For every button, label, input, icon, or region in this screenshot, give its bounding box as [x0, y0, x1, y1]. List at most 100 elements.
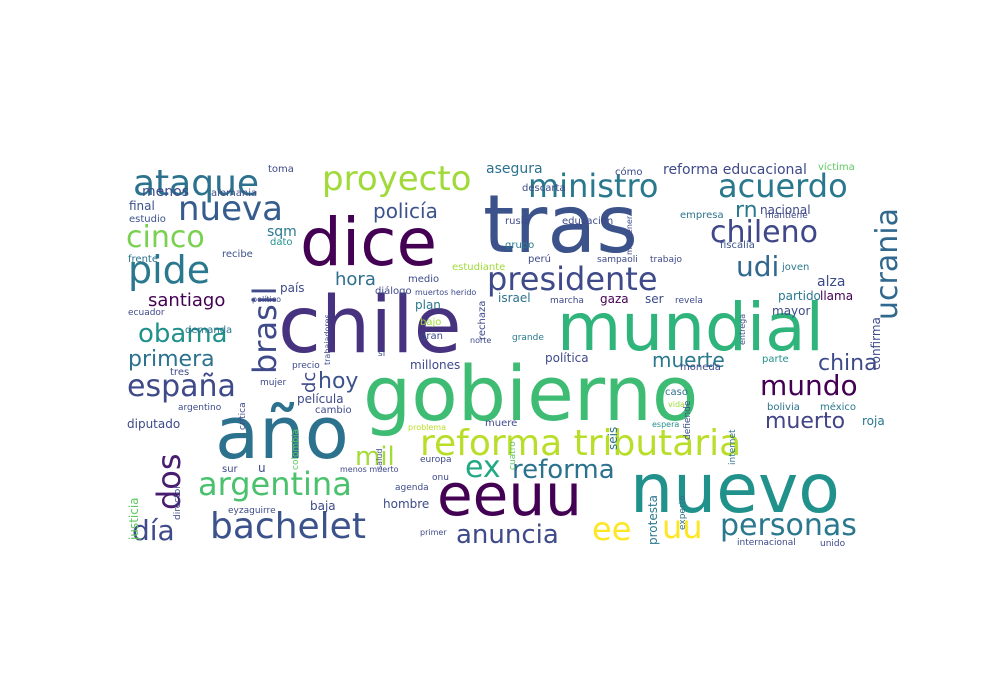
word: ee — [592, 510, 631, 548]
word: medio — [408, 274, 439, 285]
word: policía — [373, 199, 438, 223]
word: onu — [432, 473, 449, 483]
word: partido — [778, 289, 821, 303]
word: empresa — [680, 210, 724, 221]
word: política — [545, 351, 589, 365]
word: tres — [170, 367, 189, 378]
word: ministro — [528, 167, 658, 205]
word: primer — [420, 528, 447, 537]
word: gaza — [600, 292, 629, 306]
word: justicia — [127, 497, 141, 541]
word: primera — [128, 347, 215, 372]
word: día — [132, 514, 175, 547]
word: bachelet — [210, 506, 366, 547]
word: director — [173, 485, 183, 520]
word: diálogo — [375, 285, 412, 297]
word: parte — [762, 354, 789, 365]
word: seis — [606, 427, 620, 450]
word: hombre — [383, 497, 429, 511]
word: reforma educacional — [663, 162, 807, 178]
word: año — [215, 391, 349, 475]
word: hora — [335, 269, 376, 290]
word: sur — [222, 464, 239, 475]
word: diputado — [127, 417, 180, 431]
word: unido — [820, 539, 846, 549]
word: santiago — [148, 290, 225, 311]
word: ucrania — [870, 208, 905, 320]
word: ser — [645, 292, 664, 306]
word: menos — [142, 184, 189, 200]
word: fiscalía — [720, 239, 755, 251]
word: confirma — [869, 317, 883, 370]
word: caso — [665, 387, 688, 398]
word: presidente — [487, 260, 658, 298]
word: chile — [278, 281, 462, 371]
word: internacional — [737, 538, 796, 548]
word: roja — [862, 414, 885, 428]
word: acuerdo — [718, 167, 848, 205]
word: udi — [736, 250, 779, 283]
word: estudiante — [452, 262, 505, 273]
word: alemania — [211, 188, 257, 199]
word: españa — [127, 369, 236, 404]
word: rn — [735, 198, 758, 223]
word: reforma — [512, 455, 615, 485]
word: eeuu — [437, 461, 582, 529]
word: trabajo — [650, 255, 682, 265]
word: alza — [817, 274, 845, 290]
word: muere — [485, 418, 517, 429]
word: precio — [292, 361, 320, 371]
word: defiende — [683, 400, 693, 440]
word: brasil — [246, 286, 284, 374]
word: dice — [300, 204, 437, 281]
word: perú — [528, 253, 551, 265]
word: estudio — [129, 214, 166, 225]
word: grupo — [505, 240, 534, 251]
word: descarta — [522, 183, 566, 194]
word: si — [378, 349, 385, 359]
word: rechaza — [477, 301, 488, 340]
word: argentino — [178, 403, 222, 413]
word: dos — [150, 453, 188, 510]
word: mundo — [760, 369, 858, 402]
word: plan — [415, 298, 441, 312]
word: marcha — [550, 296, 584, 306]
word: reforma tributaria — [420, 423, 741, 464]
word: revela — [675, 296, 703, 306]
word: mantener — [625, 215, 634, 255]
word: asegura — [486, 161, 543, 177]
word: agenda — [395, 483, 429, 493]
word: mil — [355, 442, 395, 472]
word: político — [252, 295, 281, 304]
word: final — [129, 199, 155, 213]
word: entrega — [738, 314, 747, 345]
word: protesta — [646, 495, 660, 545]
word: nacional — [760, 203, 811, 217]
word: cómo — [615, 166, 642, 178]
word: muerte — [652, 348, 725, 372]
word: ex — [465, 450, 501, 485]
word: película — [297, 392, 344, 406]
word: israel — [498, 291, 531, 305]
word: grande — [512, 333, 544, 343]
word: tras — [483, 178, 638, 271]
word: sampaoli — [597, 255, 638, 265]
word: nueva — [178, 189, 283, 229]
word: norte — [470, 336, 491, 345]
word: eyzaguirre — [228, 506, 276, 516]
word: vida — [668, 400, 685, 409]
word: país — [280, 281, 305, 295]
word: chileno — [710, 215, 818, 250]
word: sqm — [267, 224, 297, 240]
word: frente — [128, 254, 158, 265]
word: llama — [820, 289, 853, 303]
word: bajo — [420, 317, 441, 328]
word: ataque — [133, 163, 259, 204]
word: uu — [662, 508, 703, 546]
word: dato — [270, 237, 293, 248]
word: cuatro — [508, 441, 518, 470]
word: toma — [268, 164, 294, 175]
word: demanda — [185, 325, 232, 336]
word: mujer — [260, 378, 287, 388]
